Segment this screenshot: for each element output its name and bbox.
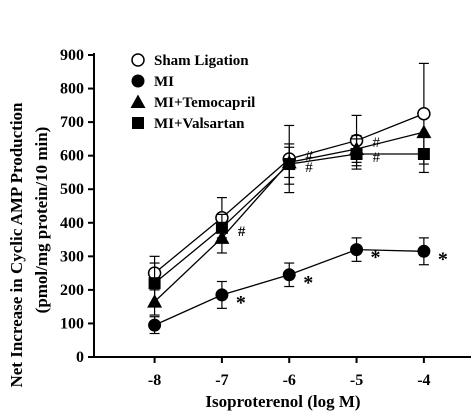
series-mi: * * * * [148,237,448,335]
series-line [154,248,424,326]
legend: Sham Ligation MI MI+Temocapril MI+Valsartan [130,53,255,132]
data-point [417,106,431,121]
significance-marker: # [238,224,246,240]
significance-marker: * [438,248,448,270]
data-point [350,147,363,160]
data-point [416,124,432,139]
y-axis-ticks: 0 100 200 300 400 500 600 700 800 900 [60,47,94,366]
significance-marker: # [373,150,381,166]
x-tick-label: -5 [350,372,363,389]
axes [93,53,471,358]
y-tick-label: 800 [60,81,84,98]
data-point [417,147,430,160]
legend-marker [130,94,146,108]
data-point [148,277,161,290]
significance-marker: # [238,224,246,240]
y-tick-label: 100 [60,315,84,332]
y-axis-title-line2: (pmol/mg protein/10 min) [32,127,51,314]
data-point [417,244,431,258]
y-tick-label: 700 [60,114,84,131]
series-mi-valsartan: ### [148,134,430,304]
x-axis-title: Isoproterenol (log M) [205,392,360,411]
data-point [148,318,162,332]
data-point [215,288,229,302]
y-tick-label: 300 [60,248,84,265]
legend-label: MI [154,74,174,90]
x-tick-label: -4 [417,372,430,389]
legend-label: Sham Ligation [154,53,249,69]
y-tick-label: 200 [60,282,84,299]
significance-marker: # [373,135,381,151]
data-point [215,221,228,234]
significance-marker: # [305,160,313,176]
legend-marker [131,53,145,67]
x-tick-label: -7 [215,372,228,389]
y-axis-title-line1: Net Increase in Cyclic AMP Production [7,102,26,388]
legend-label: MI+Valsartan [154,116,245,132]
legend-marker [132,117,144,129]
significance-marker: # [305,148,313,164]
x-tick-label: -6 [283,372,296,389]
data-point [283,158,296,171]
y-tick-label: 600 [60,148,84,165]
x-axis-ticks: -8 -7 -6 -5 -4 [148,357,431,389]
y-tick-label: 0 [76,349,84,366]
data-point [282,268,296,282]
x-tick-label: -8 [148,372,161,389]
legend-marker [131,74,145,88]
significance-marker: * [236,292,246,314]
significance-marker: * [371,247,381,269]
y-tick-label: 900 [60,47,84,64]
y-tick-label: 400 [60,215,84,232]
series-layer: *** *###### [147,62,448,335]
y-tick-label: 500 [60,181,84,198]
legend-label: MI+Temocapril [154,95,255,111]
significance-marker: * [303,272,313,294]
data-point [350,243,364,257]
